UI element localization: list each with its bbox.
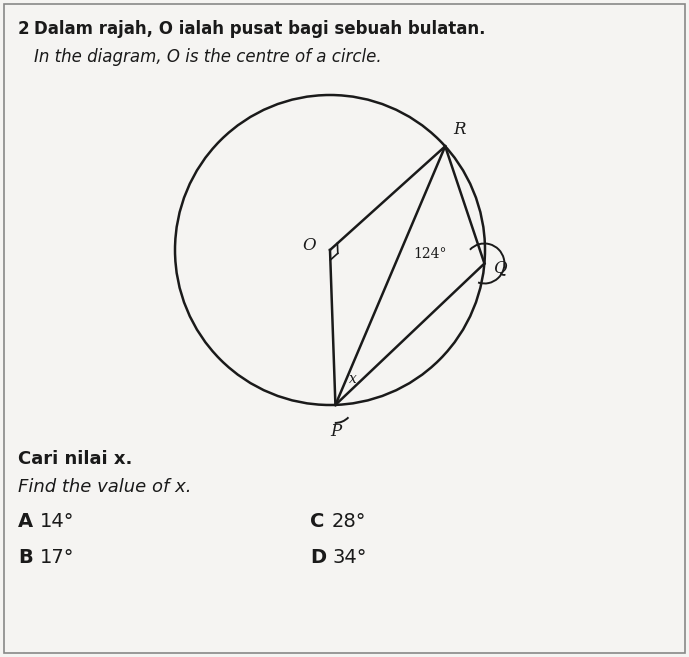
Text: Dalam rajah, O ialah pusat bagi sebuah bulatan.: Dalam rajah, O ialah pusat bagi sebuah b… [34, 20, 486, 38]
Text: P: P [330, 423, 341, 440]
Text: In the diagram, O is the centre of a circle.: In the diagram, O is the centre of a cir… [34, 48, 382, 66]
Text: 17°: 17° [40, 548, 74, 567]
Text: x: x [349, 372, 358, 386]
Text: Q: Q [495, 259, 508, 276]
Text: A: A [18, 512, 33, 531]
Text: B: B [18, 548, 33, 567]
Text: Find the value of x.: Find the value of x. [18, 478, 192, 496]
Text: Cari nilai x.: Cari nilai x. [18, 450, 132, 468]
Text: 124°: 124° [413, 246, 446, 261]
Text: 14°: 14° [40, 512, 74, 531]
Text: O: O [302, 237, 316, 254]
Text: 2: 2 [18, 20, 30, 38]
Text: C: C [310, 512, 325, 531]
FancyBboxPatch shape [4, 4, 685, 653]
Text: D: D [310, 548, 326, 567]
Text: R: R [453, 122, 466, 138]
Text: 34°: 34° [332, 548, 367, 567]
Text: 28°: 28° [332, 512, 367, 531]
